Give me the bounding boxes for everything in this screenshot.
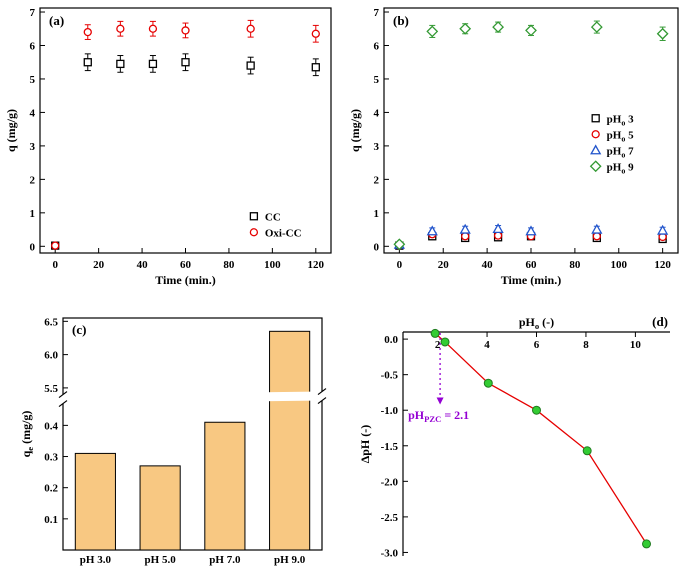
svg-text:pH 9.0: pH 9.0 <box>274 554 306 566</box>
svg-text:-1.5: -1.5 <box>381 441 399 453</box>
svg-text:(a): (a) <box>49 13 64 28</box>
svg-text:CC: CC <box>265 211 281 223</box>
svg-text:0.2: 0.2 <box>44 483 58 495</box>
panel-d-chart: 2 4 6 8 10 0.0 -0.5 -1.0 -1.5 -2.0 -2.5 -3.0 pHo (-)… <box>358 314 670 559</box>
svg-text:pHPZC = 2.1: pHPZC = 2.1 <box>408 408 469 424</box>
svg-text:(c): (c) <box>72 322 86 337</box>
svg-text:-2.0: -2.0 <box>381 476 399 488</box>
svg-text:pH 5.0: pH 5.0 <box>145 554 177 566</box>
panel-a-chart: 0 20 40 60 80 100 120 0 1 2 3 4 5 6 7 Time (min.) q (mg/… <box>4 7 332 287</box>
svg-text:0.4: 0.4 <box>44 420 58 432</box>
svg-text:8: 8 <box>583 339 589 351</box>
svg-text:6: 6 <box>374 40 380 52</box>
svg-text:(d): (d) <box>652 314 668 329</box>
panel-b-chart: 0 20 40 60 80 100 120 0 1 2 3 4 5 6 7 Time (min.) q (mg/… <box>348 7 679 287</box>
svg-text:4: 4 <box>30 107 36 119</box>
svg-text:pHo (-): pHo (-) <box>519 315 554 331</box>
svg-text:4: 4 <box>484 339 490 351</box>
svg-text:(b): (b) <box>393 13 409 28</box>
svg-text:Oxi-CC: Oxi-CC <box>265 227 302 239</box>
svg-text:0: 0 <box>374 241 380 253</box>
svg-text:1: 1 <box>30 208 36 220</box>
svg-text:0.0: 0.0 <box>384 334 398 346</box>
svg-text:120: 120 <box>654 259 671 271</box>
svg-text:100: 100 <box>264 259 281 271</box>
svg-text:3: 3 <box>374 141 380 153</box>
svg-text:80: 80 <box>223 259 235 271</box>
svg-text:20: 20 <box>438 259 450 271</box>
svg-text:5: 5 <box>30 74 36 86</box>
svg-text:6.0: 6.0 <box>44 350 58 362</box>
svg-text:q (mg/g): q (mg/g) <box>4 109 18 152</box>
svg-text:4: 4 <box>374 107 380 119</box>
svg-text:0.3: 0.3 <box>44 452 58 464</box>
svg-text:-3.0: -3.0 <box>381 547 399 559</box>
svg-text:80: 80 <box>569 259 581 271</box>
svg-text:10: 10 <box>630 339 642 351</box>
svg-text:0.1: 0.1 <box>44 514 58 526</box>
svg-text:3: 3 <box>30 141 36 153</box>
svg-text:pHo 9: pHo 9 <box>607 161 634 175</box>
svg-text:6.5: 6.5 <box>44 316 58 328</box>
svg-text:pH 3.0: pH 3.0 <box>80 554 112 566</box>
svg-text:Time (min.): Time (min.) <box>501 273 561 287</box>
svg-text:2: 2 <box>30 174 36 186</box>
svg-text:100: 100 <box>611 259 628 271</box>
svg-text:-1.0: -1.0 <box>381 405 399 417</box>
svg-text:ΔpH (-): ΔpH (-) <box>358 425 372 464</box>
svg-text:6: 6 <box>30 40 36 52</box>
svg-text:5.5: 5.5 <box>44 383 58 395</box>
svg-text:60: 60 <box>526 259 538 271</box>
svg-text:6: 6 <box>534 339 540 351</box>
svg-text:20: 20 <box>93 259 105 271</box>
svg-text:7: 7 <box>374 7 380 19</box>
panel-c-chart: 0.1 0.2 0.3 0.4 5.5 6.0 6.5 pH 3.0 pH 5.0 pH 7.0 p… <box>19 316 327 566</box>
svg-text:pHo 3: pHo 3 <box>607 113 634 127</box>
svg-text:pHo 5: pHo 5 <box>607 129 634 143</box>
svg-text:7: 7 <box>30 7 36 19</box>
svg-text:-0.5: -0.5 <box>381 370 399 382</box>
svg-text:2: 2 <box>435 339 441 351</box>
svg-text:1: 1 <box>374 208 380 220</box>
svg-text:qe (mg/g): qe (mg/g) <box>19 411 35 458</box>
svg-text:60: 60 <box>180 259 192 271</box>
svg-text:2: 2 <box>374 174 380 186</box>
svg-text:40: 40 <box>482 259 494 271</box>
svg-text:0: 0 <box>397 259 403 271</box>
svg-text:120: 120 <box>308 259 325 271</box>
svg-text:Time (min.): Time (min.) <box>155 273 215 287</box>
svg-text:40: 40 <box>137 259 149 271</box>
svg-text:5: 5 <box>374 74 380 86</box>
svg-text:q (mg/g): q (mg/g) <box>348 109 362 152</box>
svg-text:pH 7.0: pH 7.0 <box>209 554 241 566</box>
svg-text:0: 0 <box>52 259 58 271</box>
svg-text:0: 0 <box>30 241 36 253</box>
svg-text:-2.5: -2.5 <box>381 512 399 524</box>
svg-text:pHo 7: pHo 7 <box>607 145 634 159</box>
